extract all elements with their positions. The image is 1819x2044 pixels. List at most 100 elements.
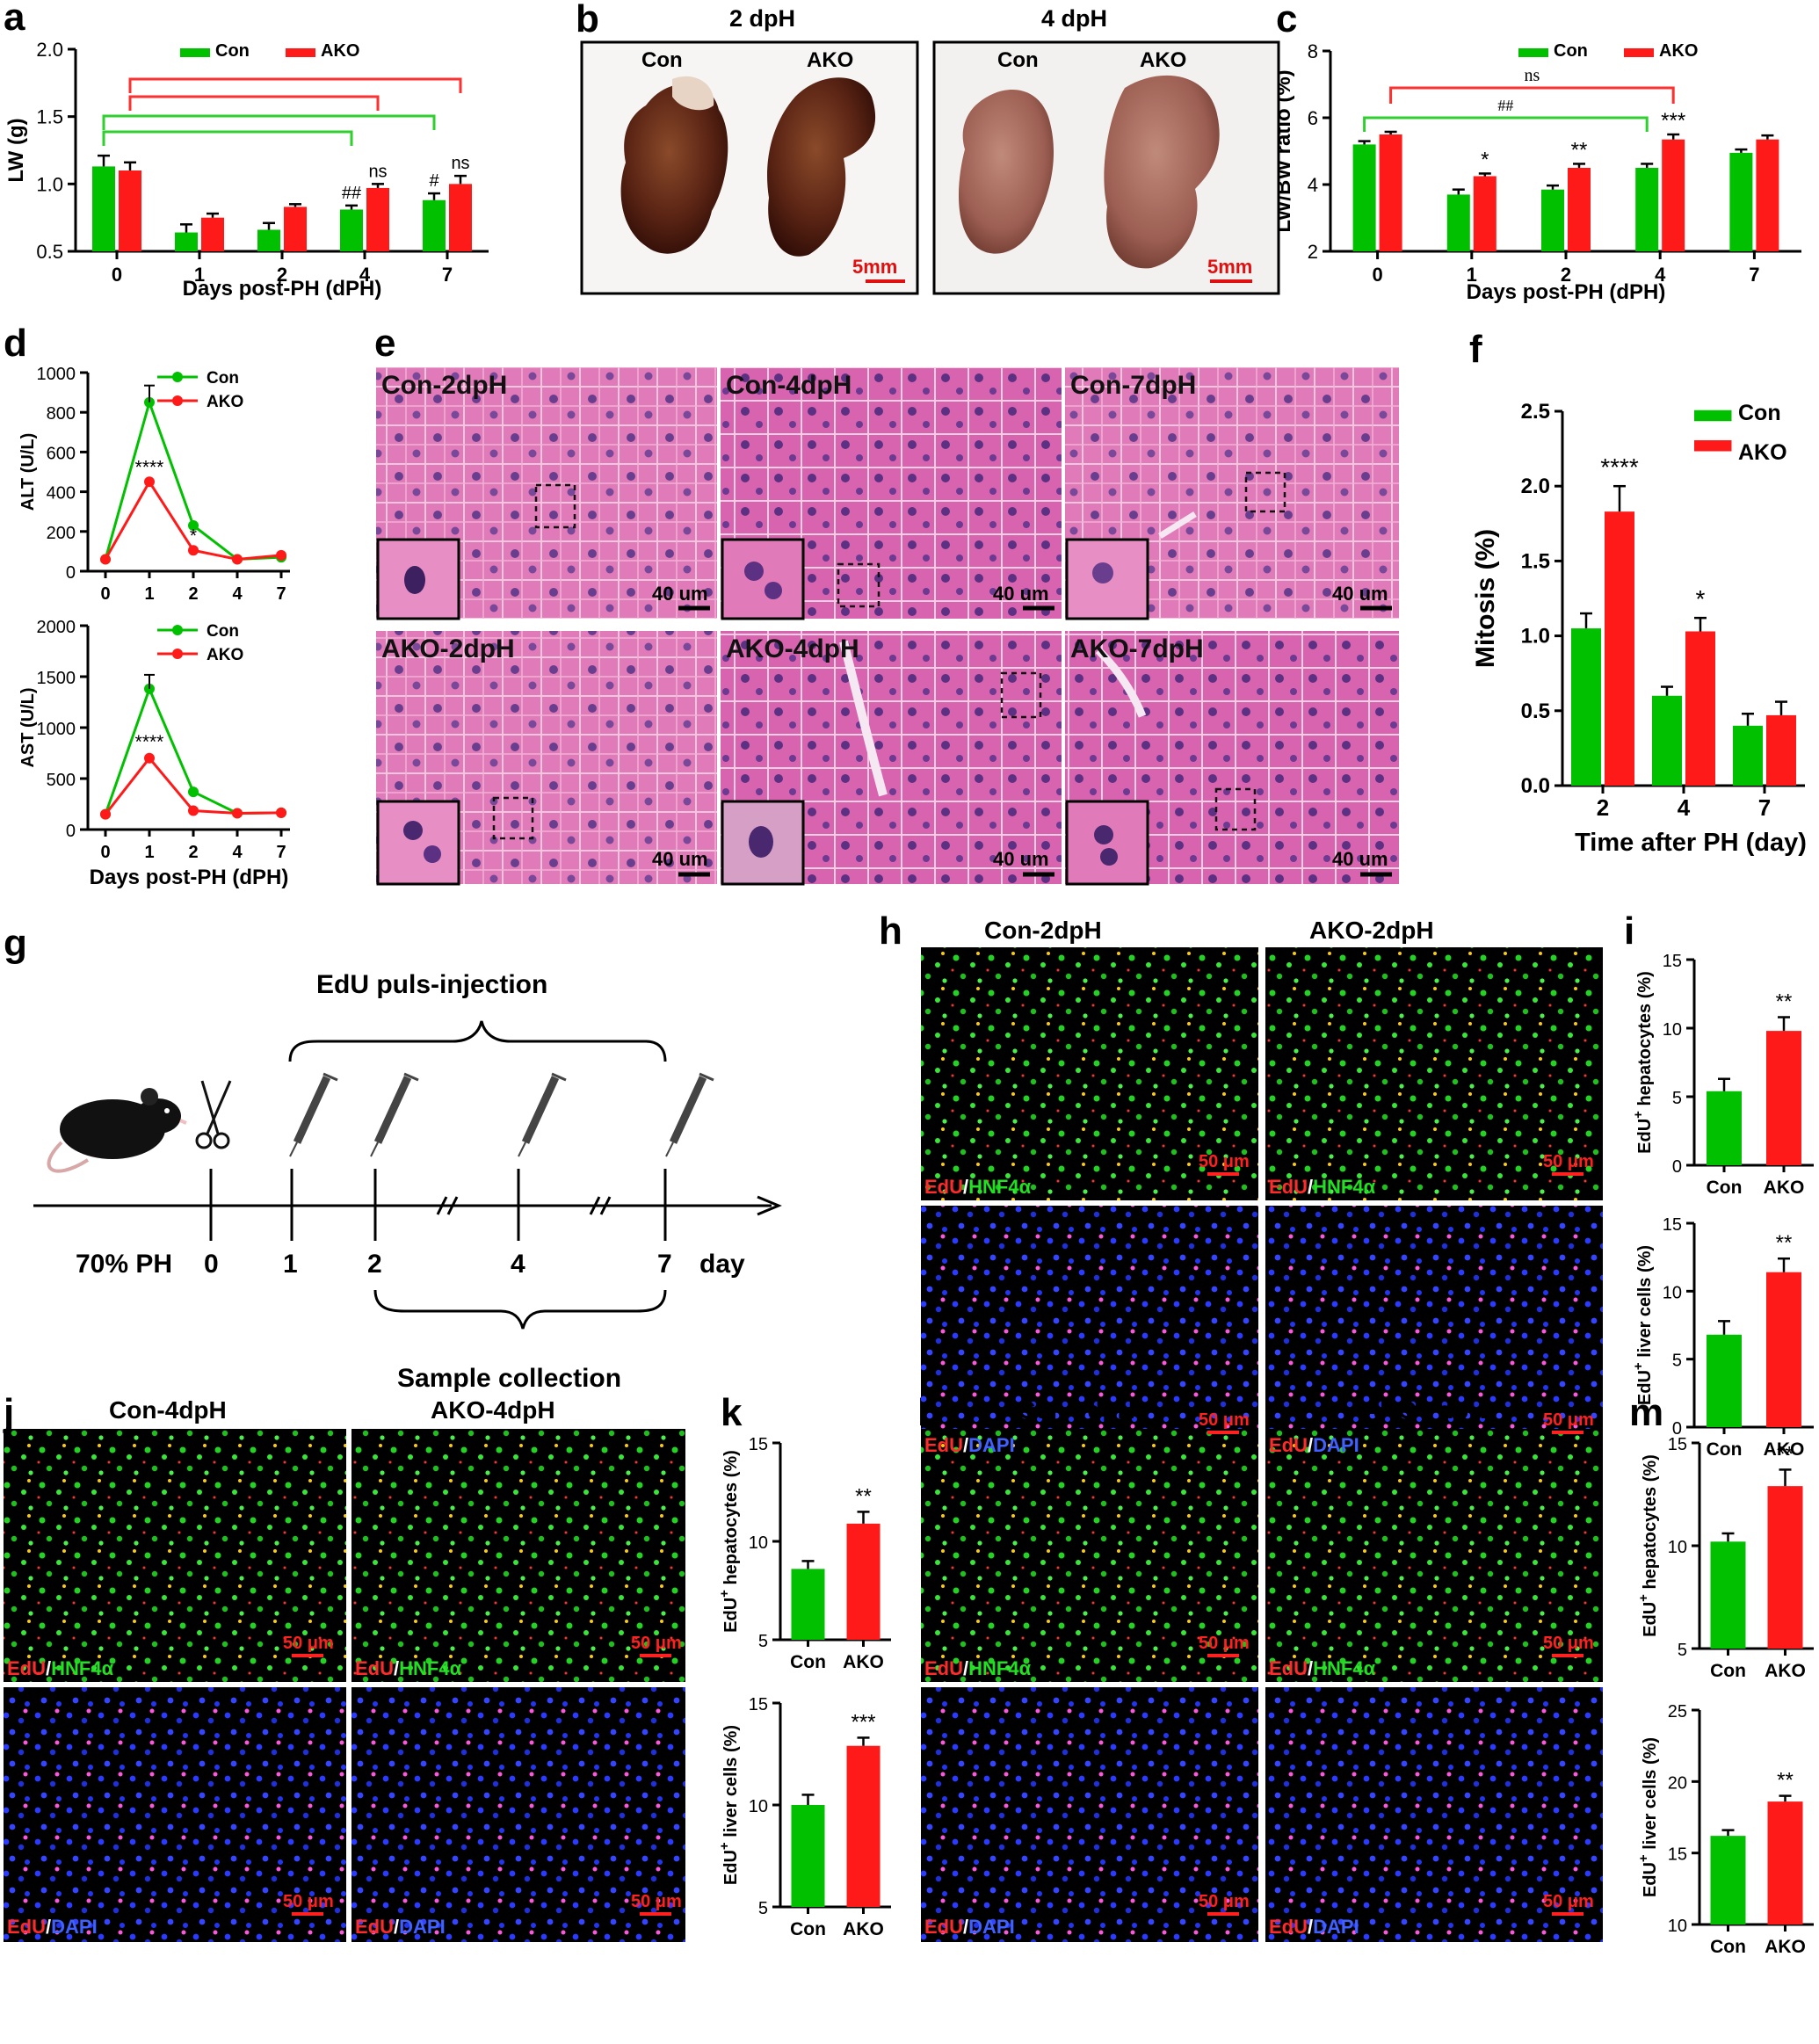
panel-b-title-4dph: 4 dpH (1041, 5, 1107, 32)
liver-ako-2dph (767, 77, 876, 257)
chart-m2: 10 15 20 25 Con AKO ** EdU+ liver cells (%) (1636, 1702, 1814, 1957)
k2-bar-ako (846, 1745, 881, 1907)
l-channel-label-con-dapi-edu: EdU (924, 1916, 963, 1938)
k1-ylabel-rest: hepatocytes (%) (721, 1450, 741, 1590)
panel-label-g: g (4, 922, 27, 965)
d2-xtick-label-3: 4 (232, 843, 243, 862)
d1-ytick-label-1: 200 (47, 524, 76, 543)
j-scale-con-dapi-text: 50 μm (283, 1892, 334, 1911)
j-channel-label-con-dapi-dapi: DAPI (51, 1916, 98, 1938)
a-bar-ako-4 (449, 184, 472, 251)
j-channel-label-ako-hnf-slash: / (394, 1657, 399, 1679)
j-image-ako-dapi (351, 1687, 685, 1942)
i1-xtick-label-1: AKO (1764, 1178, 1805, 1198)
i1-ylabel-sup: + (1631, 1111, 1646, 1119)
timeline-start-label: 70% PH (76, 1250, 172, 1279)
he-roi-ako-2dph (492, 796, 534, 840)
he-label-con-7dph: Con-7dpH (1070, 371, 1196, 400)
l-channel-label-con-hnf-hnf: HNF4α (968, 1657, 1031, 1679)
m2-ylabel: EdU+ liver cells (%) (1636, 1737, 1660, 1897)
i2-xtick-label-0: Con (1707, 1439, 1743, 1460)
d2-legend-label-ako: AKO (207, 646, 243, 664)
he-scale-text-con-7dph: 40 um (1332, 583, 1388, 605)
i2-bar-ako (1766, 1272, 1801, 1427)
a-bar-con-2 (257, 229, 280, 251)
mouse-icon (47, 1088, 187, 1173)
d2-ytick-label-4: 2000 (37, 618, 76, 637)
i2-bar-con (1707, 1334, 1742, 1427)
liver-con-2dph (620, 83, 728, 254)
d1-point-ako-0 (100, 554, 111, 565)
f-ytick-label-2: 1.0 (1521, 625, 1550, 649)
h-image-ako-dapi (1265, 1206, 1603, 1455)
m1-ytick-label-0: 5 (1678, 1641, 1687, 1660)
m2-ytick-label-1: 15 (1668, 1845, 1687, 1865)
panel-label-f: f (1469, 328, 1482, 371)
he-scale-text-ako-2dph: 40 um (652, 848, 708, 870)
d2-xtick-label-2: 2 (188, 843, 198, 862)
i1-ytick-label-1: 5 (1672, 1089, 1682, 1108)
a-bar-con-0 (92, 166, 115, 251)
syringe-icon-day4 (518, 1072, 567, 1157)
c-sig-ako-1: * (1481, 148, 1489, 171)
k2-ylabel: EdU+ liver cells (%) (717, 1725, 741, 1885)
l-channel-label-ako-hnf-hnf: HNF4α (1313, 1657, 1375, 1679)
m1-ylabel-rest: hepatocytes (%) (1641, 1454, 1660, 1594)
m1-xtick-label-1: AKO (1765, 1661, 1806, 1681)
panel-label-i: i (1624, 910, 1634, 953)
j-channel-label-con-dapi-edu: EdU (7, 1916, 46, 1938)
he-scale-con-7dph: 40 um (1332, 583, 1392, 611)
a-bar-con-3 (340, 209, 363, 251)
h-channel-label-con-dapi-dapi: DAPI (968, 1434, 1015, 1456)
i1-sig: ** (1776, 990, 1793, 1014)
l-channel-label-ako-dapi: EdU/DAPI (1269, 1916, 1359, 1938)
d1-xtick-label-2: 2 (188, 584, 198, 604)
timeline-day-2: 2 (367, 1250, 382, 1279)
d1-legend-point-con (172, 372, 183, 382)
a-bar-con-1 (175, 232, 198, 251)
liver-con-4dph (958, 89, 1054, 254)
h-image-ako-hnf (1265, 947, 1603, 1200)
a-bracket-ako-0-7 (128, 77, 462, 93)
a-ytick-label-1: 1.0 (36, 173, 63, 195)
k2-ylabel-main: EdU (721, 1850, 741, 1885)
a-xtick-label-1: 1 (194, 264, 205, 286)
a-xtick-label-2: 2 (277, 264, 287, 286)
f-bar-ako-2 (1766, 714, 1796, 786)
timeline-day-0: 0 (204, 1250, 219, 1279)
m2-bar-con (1710, 1836, 1746, 1924)
d1-ylabel: ALT (U/L) (18, 433, 38, 511)
h-scale-ako-dapi-text: 50 μm (1543, 1410, 1594, 1430)
k2-sig: *** (851, 1710, 875, 1734)
c-ytick-label-3: 8 (1308, 40, 1318, 62)
m1-xtick-label-0: Con (1710, 1661, 1746, 1681)
m1-bar-ako (1767, 1486, 1803, 1649)
f-ytick-label-0: 0.0 (1521, 774, 1550, 798)
d2-xlabel: Days post-PH (dPH) (90, 866, 289, 889)
l-channel-label-con-hnf-edu: EdU (924, 1657, 963, 1679)
legend-swatch-con (1518, 48, 1548, 57)
timeline-unit: day (699, 1250, 745, 1279)
l-channel-label-con-dapi: EdU/DAPI (924, 1916, 1015, 1938)
j-title-ako: AKO-4dpH (431, 1396, 555, 1424)
d1-point-ako-4 (276, 549, 286, 561)
k1-ytick-label-1: 10 (749, 1533, 768, 1553)
panel-label-j: j (3, 1391, 14, 1434)
i2-ylabel-sup: + (1631, 1362, 1646, 1370)
k2-ytick-label-2: 15 (749, 1695, 768, 1714)
l-image-con-dapi (921, 1687, 1258, 1942)
i2-xtick-label-1: AKO (1764, 1439, 1805, 1460)
he-roi-ako-7dph (1214, 787, 1257, 831)
l-scale-con-hnf-text: 50 μm (1199, 1634, 1250, 1653)
d1-legend-label-con: Con (207, 369, 239, 388)
panel-label-e: e (374, 322, 395, 365)
chart-i1: 0 5 10 15 Con AKO ** EdU+ hepatocytes (%) (1631, 952, 1814, 1198)
k1-ylabel-sup: + (717, 1590, 732, 1598)
c-bar-ako-4 (1756, 139, 1779, 251)
m2-bar-ako (1767, 1801, 1803, 1924)
a-ylabel: LW (g) (4, 118, 28, 182)
h-channel-label-ako-dapi: EdU/DAPI (1269, 1434, 1359, 1456)
he-scale-text-con-4dph: 40 um (993, 583, 1049, 605)
panel-label-b: b (576, 0, 599, 40)
scale-text-4dph: 5mm (1207, 256, 1252, 278)
